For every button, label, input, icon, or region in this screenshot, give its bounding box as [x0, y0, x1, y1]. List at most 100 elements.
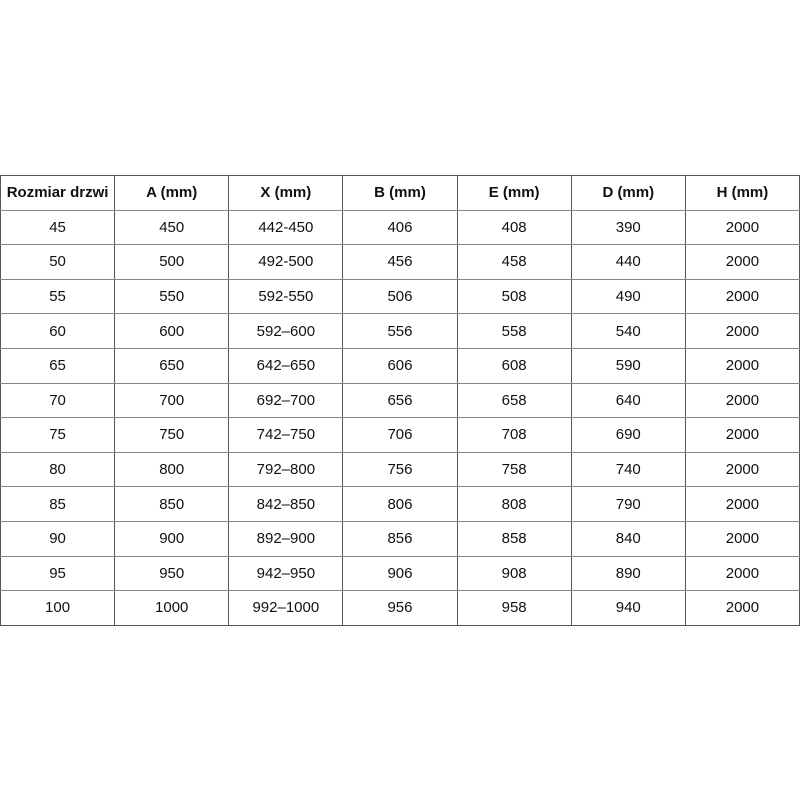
table-cell: 2000: [684, 244, 800, 280]
table-cell: 950: [114, 555, 230, 592]
table-cell: 2000: [684, 278, 800, 315]
table-cell: 592-550: [228, 278, 344, 315]
table-cell: 556: [342, 313, 458, 349]
table-row: 80 800 792–800 756 758 740 2000: [0, 451, 800, 488]
column-header: H (mm): [684, 175, 800, 211]
table-cell: 450: [114, 209, 230, 246]
table-cell: 758: [456, 451, 572, 488]
table-cell: 490: [570, 278, 686, 315]
table-cell: 500: [114, 244, 230, 280]
column-header: D (mm): [570, 175, 686, 211]
table-cell: 80: [0, 451, 116, 488]
column-header: Rozmiar drzwi: [0, 175, 116, 211]
table-cell: 756: [342, 451, 458, 488]
table-cell: 658: [456, 382, 572, 419]
column-header: A (mm): [114, 175, 230, 211]
table-cell: 2000: [684, 417, 800, 453]
table-cell: 2000: [684, 520, 800, 557]
table-cell: 842–850: [228, 486, 344, 522]
table-cell: 408: [456, 209, 572, 246]
column-header: X (mm): [228, 175, 344, 211]
table-cell: 606: [342, 347, 458, 384]
table-cell: 592–600: [228, 313, 344, 349]
table-cell: 100: [0, 590, 116, 626]
table-cell: 806: [342, 486, 458, 522]
table-row: 85 850 842–850 806 808 790 2000: [0, 486, 800, 522]
table-cell: 440: [570, 244, 686, 280]
table-row: 70 700 692–700 656 658 640 2000: [0, 382, 800, 419]
table-row: 45 450 442-450 406 408 390 2000: [0, 209, 800, 246]
table-cell: 70: [0, 382, 116, 419]
table-cell: 65: [0, 347, 116, 384]
table-header-row: Rozmiar drzwi A (mm) X (mm) B (mm) E (mm) D (…: [0, 175, 800, 211]
table-cell: 456: [342, 244, 458, 280]
table-cell: 458: [456, 244, 572, 280]
table-cell: 600: [114, 313, 230, 349]
table-cell: 85: [0, 486, 116, 522]
table-cell: 508: [456, 278, 572, 315]
table-cell: 55: [0, 278, 116, 315]
table-row: 90 900 892–900 856 858 840 2000: [0, 520, 800, 557]
table-row: 65 650 642–650 606 608 590 2000: [0, 347, 800, 384]
door-size-table: Rozmiar drzwi A (mm) X (mm) B (mm) E (mm) D (…: [0, 175, 800, 626]
table-cell: 95: [0, 555, 116, 592]
table-cell: 1000: [114, 590, 230, 626]
table-cell: 850: [114, 486, 230, 522]
table-cell: 406: [342, 209, 458, 246]
table-cell: 2000: [684, 590, 800, 626]
table-cell: 2000: [684, 382, 800, 419]
table-row: 55 550 592-550 506 508 490 2000: [0, 278, 800, 315]
table-cell: 656: [342, 382, 458, 419]
table-cell: 650: [114, 347, 230, 384]
table-cell: 590: [570, 347, 686, 384]
table-cell: 608: [456, 347, 572, 384]
table-cell: 956: [342, 590, 458, 626]
table-cell: 890: [570, 555, 686, 592]
table-cell: 792–800: [228, 451, 344, 488]
table-cell: 958: [456, 590, 572, 626]
table-cell: 390: [570, 209, 686, 246]
table-cell: 858: [456, 520, 572, 557]
column-header: B (mm): [342, 175, 458, 211]
table-cell: 992–1000: [228, 590, 344, 626]
table-row: 95 950 942–950 906 908 890 2000: [0, 555, 800, 592]
table-cell: 50: [0, 244, 116, 280]
table-cell: 2000: [684, 486, 800, 522]
table-cell: 840: [570, 520, 686, 557]
table-cell: 640: [570, 382, 686, 419]
table-cell: 740: [570, 451, 686, 488]
table-cell: 540: [570, 313, 686, 349]
table-cell: 45: [0, 209, 116, 246]
table-cell: 800: [114, 451, 230, 488]
table-cell: 2000: [684, 555, 800, 592]
table-cell: 642–650: [228, 347, 344, 384]
table-row: 75 750 742–750 706 708 690 2000: [0, 417, 800, 453]
table-cell: 808: [456, 486, 572, 522]
table-cell: 706: [342, 417, 458, 453]
table-cell: 506: [342, 278, 458, 315]
table-cell: 75: [0, 417, 116, 453]
table-cell: 708: [456, 417, 572, 453]
column-header: E (mm): [456, 175, 572, 211]
table-cell: 90: [0, 520, 116, 557]
table-cell: 892–900: [228, 520, 344, 557]
table-cell: 900: [114, 520, 230, 557]
table-body: 45 450 442-450 406 408 390 2000 50 500 492-500 456…: [0, 209, 800, 626]
table-row: 60 600 592–600 556 558 540 2000: [0, 313, 800, 349]
table-cell: 750: [114, 417, 230, 453]
table-cell: 906: [342, 555, 458, 592]
table-cell: 60: [0, 313, 116, 349]
table-cell: 700: [114, 382, 230, 419]
table-cell: 690: [570, 417, 686, 453]
table-cell: 2000: [684, 347, 800, 384]
table-cell: 942–950: [228, 555, 344, 592]
table-cell: 692–700: [228, 382, 344, 419]
table-cell: 442-450: [228, 209, 344, 246]
table-cell: 790: [570, 486, 686, 522]
table-cell: 742–750: [228, 417, 344, 453]
table-cell: 2000: [684, 451, 800, 488]
table-cell: 2000: [684, 313, 800, 349]
table-cell: 492-500: [228, 244, 344, 280]
table-cell: 908: [456, 555, 572, 592]
table-cell: 550: [114, 278, 230, 315]
